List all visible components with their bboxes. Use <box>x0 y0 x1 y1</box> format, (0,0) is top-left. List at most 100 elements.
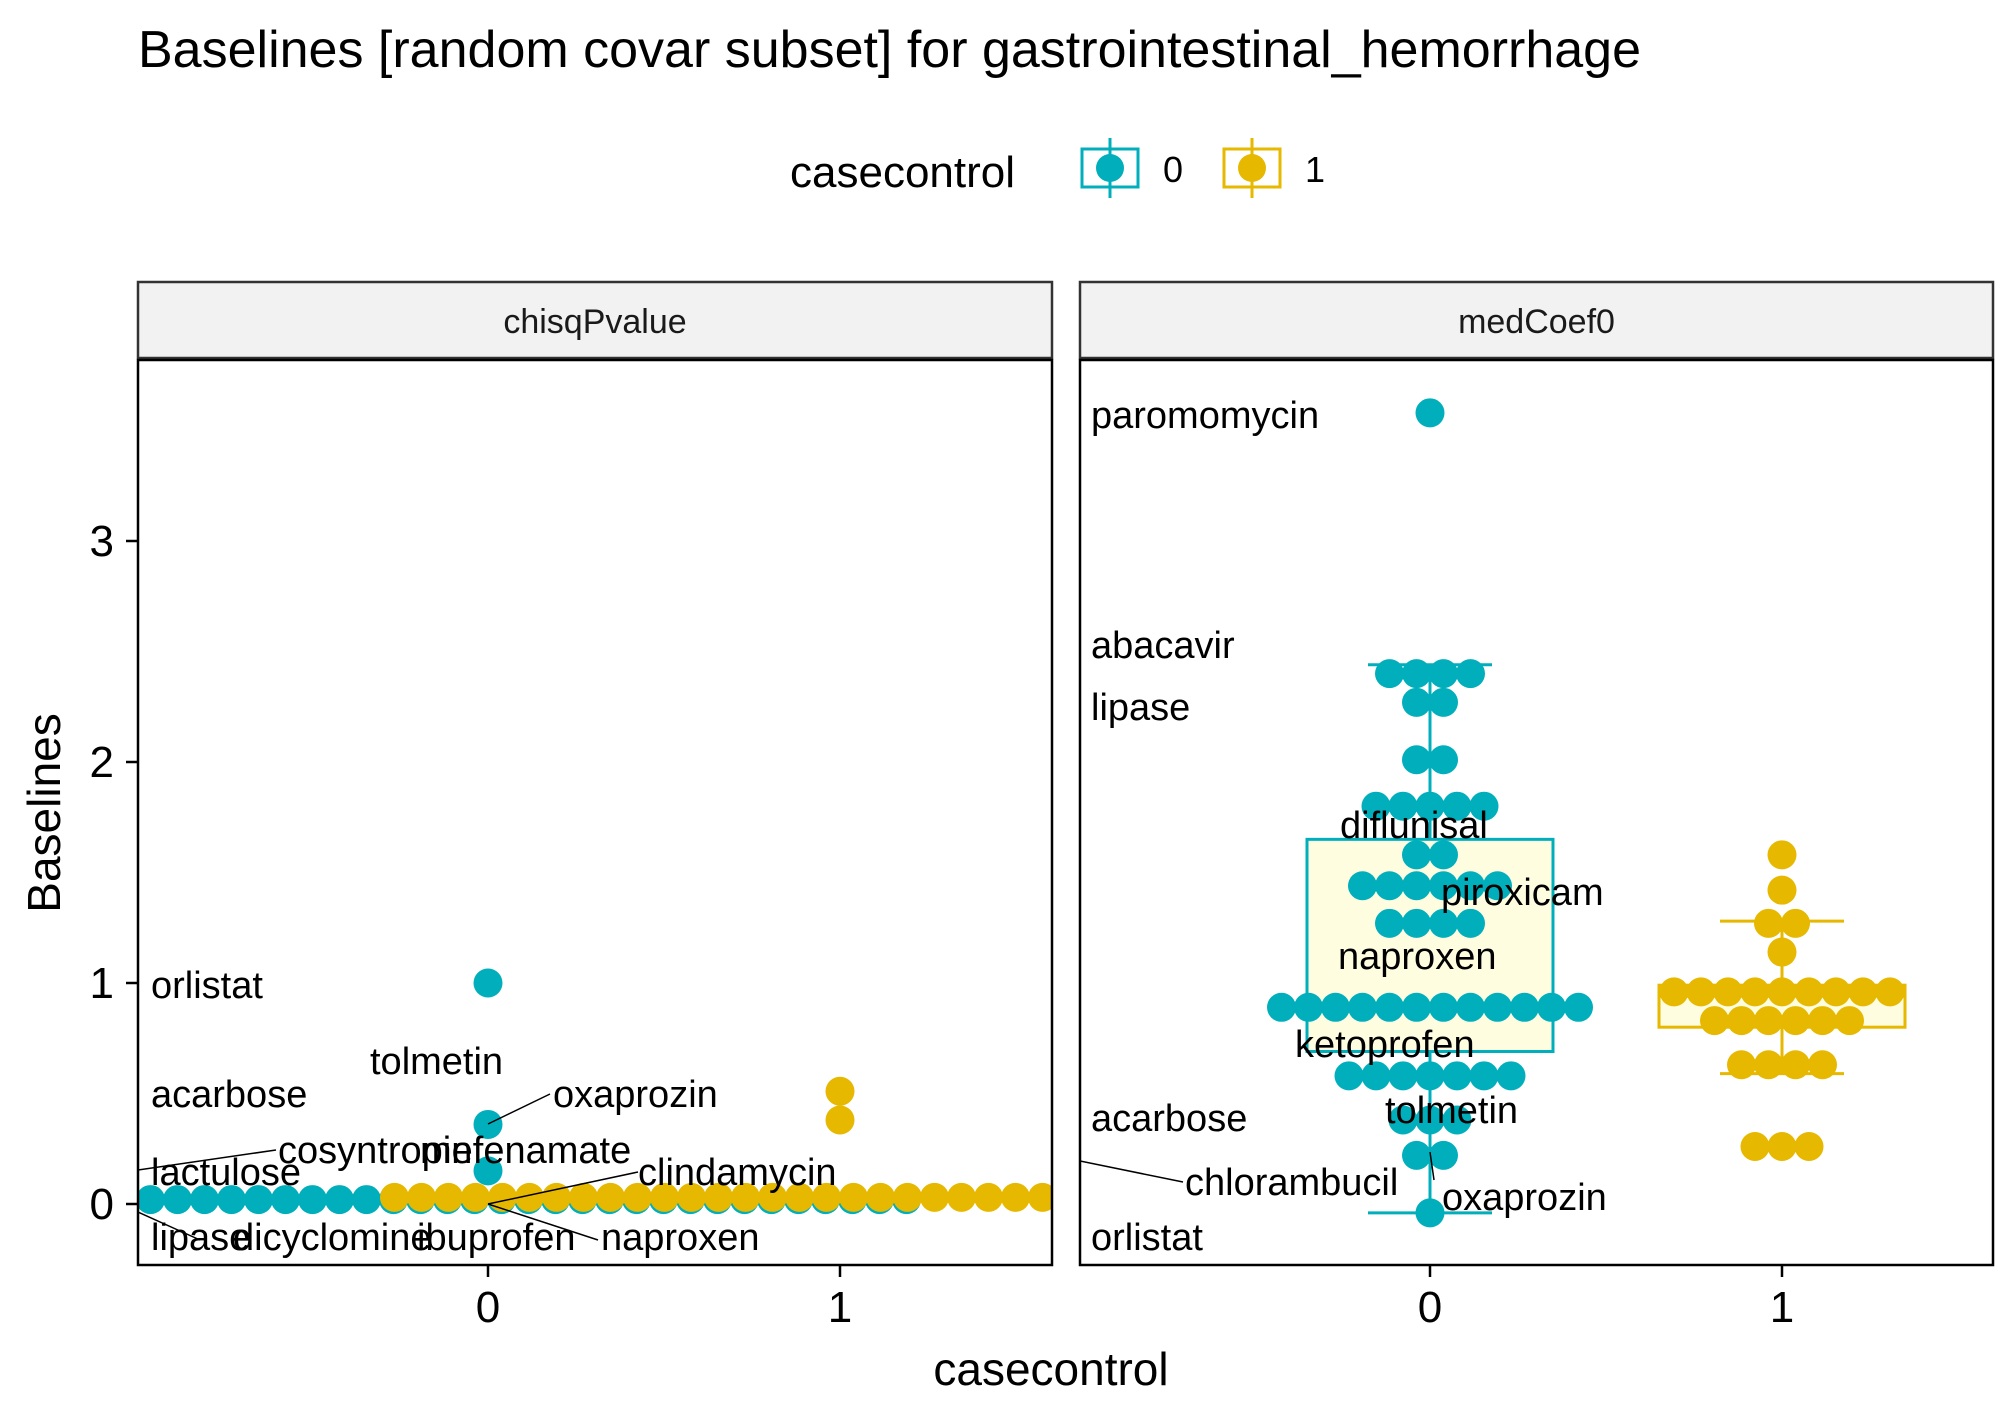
y-tick-label: 0 <box>90 1180 114 1229</box>
data-point-1 <box>812 1182 841 1212</box>
data-point-1 <box>1767 1132 1797 1162</box>
x-tick-label: 1 <box>1770 1283 1794 1332</box>
data-point-0 <box>1564 992 1593 1022</box>
data-point-1 <box>1001 1182 1030 1212</box>
legend-key-0: 0 <box>1080 138 1183 198</box>
boxplot-group-0 <box>1305 663 1555 1215</box>
label-connector <box>1429 1151 1435 1181</box>
legend-label: 0 <box>1163 149 1183 190</box>
strip-box <box>1078 280 1995 360</box>
data-point-0 <box>1334 1061 1364 1091</box>
data-point-1 <box>407 1182 436 1212</box>
data-point-0 <box>1415 791 1445 821</box>
point-label: tolmetin <box>370 1041 503 1083</box>
y-tick-label: 2 <box>90 738 114 787</box>
data-point-0 <box>1388 1061 1418 1091</box>
point-label: orlistat <box>1091 1217 1203 1259</box>
data-point-1 <box>1727 1050 1756 1080</box>
data-point-1 <box>1781 908 1810 938</box>
point-label: dicyclomine <box>233 1217 432 1259</box>
data-point-0 <box>1402 659 1431 689</box>
data-point-0 <box>1537 992 1566 1022</box>
y-tick-label: 3 <box>90 517 114 566</box>
point-label: abacavir <box>1091 625 1235 667</box>
label-connector <box>487 1171 639 1205</box>
data-point-1 <box>731 1182 760 1212</box>
data-point-0 <box>1267 992 1296 1022</box>
label-connector <box>487 1093 551 1125</box>
data-point-1 <box>1835 1006 1864 1036</box>
box-iqr <box>1305 837 1555 1054</box>
data-point-1 <box>1808 1006 1837 1036</box>
data-point-0 <box>1321 992 1350 1022</box>
data-point-1 <box>1686 977 1716 1007</box>
data-point-1 <box>825 1105 855 1135</box>
data-point-0 <box>1375 871 1404 901</box>
legend-key-dot <box>1238 154 1266 182</box>
data-point-0 <box>1415 1198 1445 1228</box>
panel-plot-area: paromomycin abacavir lipase diflunisal pirox… <box>1080 395 1907 1259</box>
data-point-0 <box>1348 992 1377 1022</box>
data-point-0 <box>190 1185 219 1215</box>
data-point-0 <box>1388 1105 1418 1135</box>
data-point-0 <box>1415 398 1445 428</box>
data-point-0 <box>1442 791 1472 821</box>
data-point-1 <box>515 1182 544 1212</box>
data-point-0 <box>1402 871 1431 901</box>
data-point-0 <box>1442 1061 1472 1091</box>
data-point-0 <box>1348 871 1377 901</box>
data-point-0 <box>55 1185 84 1214</box>
data-point-1 <box>785 1182 814 1212</box>
data-point-1 <box>1700 1006 1729 1036</box>
data-point-1 <box>1727 1006 1756 1036</box>
data-point-0 <box>1415 1105 1445 1135</box>
data-point-0 <box>244 1185 273 1215</box>
data-point-1 <box>677 1182 706 1212</box>
point-label: ibuprofen <box>417 1217 575 1259</box>
data-point-0 <box>1429 1140 1458 1170</box>
y-tick-label: 1 <box>90 959 114 1008</box>
point-label: lipase <box>1091 687 1190 729</box>
data-point-1 <box>542 1182 571 1212</box>
y-axis-title: Baselines <box>18 713 70 912</box>
data-point-0 <box>298 1185 327 1215</box>
data-point-0 <box>1402 1140 1431 1170</box>
point-label: acarbose <box>1091 1098 1247 1140</box>
x-tick-label: 0 <box>1418 1283 1442 1332</box>
data-point-0 <box>1388 791 1418 821</box>
data-point-1 <box>1794 1132 1824 1162</box>
data-point-1 <box>704 1182 733 1212</box>
data-point-1 <box>947 1182 976 1212</box>
data-point-0 <box>1429 908 1458 938</box>
data-point-1 <box>461 1182 490 1212</box>
data-point-1 <box>1754 1006 1783 1036</box>
data-point-1 <box>1659 977 1689 1007</box>
data-point-1 <box>1781 1050 1810 1080</box>
data-point-0 <box>1483 871 1512 901</box>
point-label: piroxicam <box>1441 872 1604 914</box>
label-connector <box>138 1211 201 1241</box>
legend-title: casecontrol <box>790 148 1015 197</box>
data-point-0 <box>1429 745 1458 775</box>
data-point-0 <box>1456 992 1485 1022</box>
point-label: orlistat <box>151 965 263 1007</box>
point-label: naproxen <box>601 1217 759 1259</box>
legend-key-1: 1 <box>1222 138 1325 198</box>
legend-key-dot <box>1096 154 1124 182</box>
strip-label: medCoef0 <box>1458 303 1615 341</box>
data-point-0 <box>1402 840 1431 870</box>
data-point-1 <box>1794 977 1824 1007</box>
data-point-1 <box>1821 977 1851 1007</box>
data-point-1 <box>1754 908 1783 938</box>
label-connector <box>487 1203 599 1241</box>
panel-medcoef0: medCoef0 paromomycin abacavir lipase difluni… <box>1078 280 1995 1332</box>
point-label: acarbose <box>151 1074 307 1116</box>
data-point-0 <box>473 1109 503 1139</box>
data-point-1 <box>1875 977 1905 1007</box>
point-label: mefenamate <box>420 1130 631 1172</box>
data-point-1 <box>893 1182 922 1212</box>
point-label: naproxen <box>1338 936 1496 978</box>
data-point-0 <box>1429 992 1458 1022</box>
